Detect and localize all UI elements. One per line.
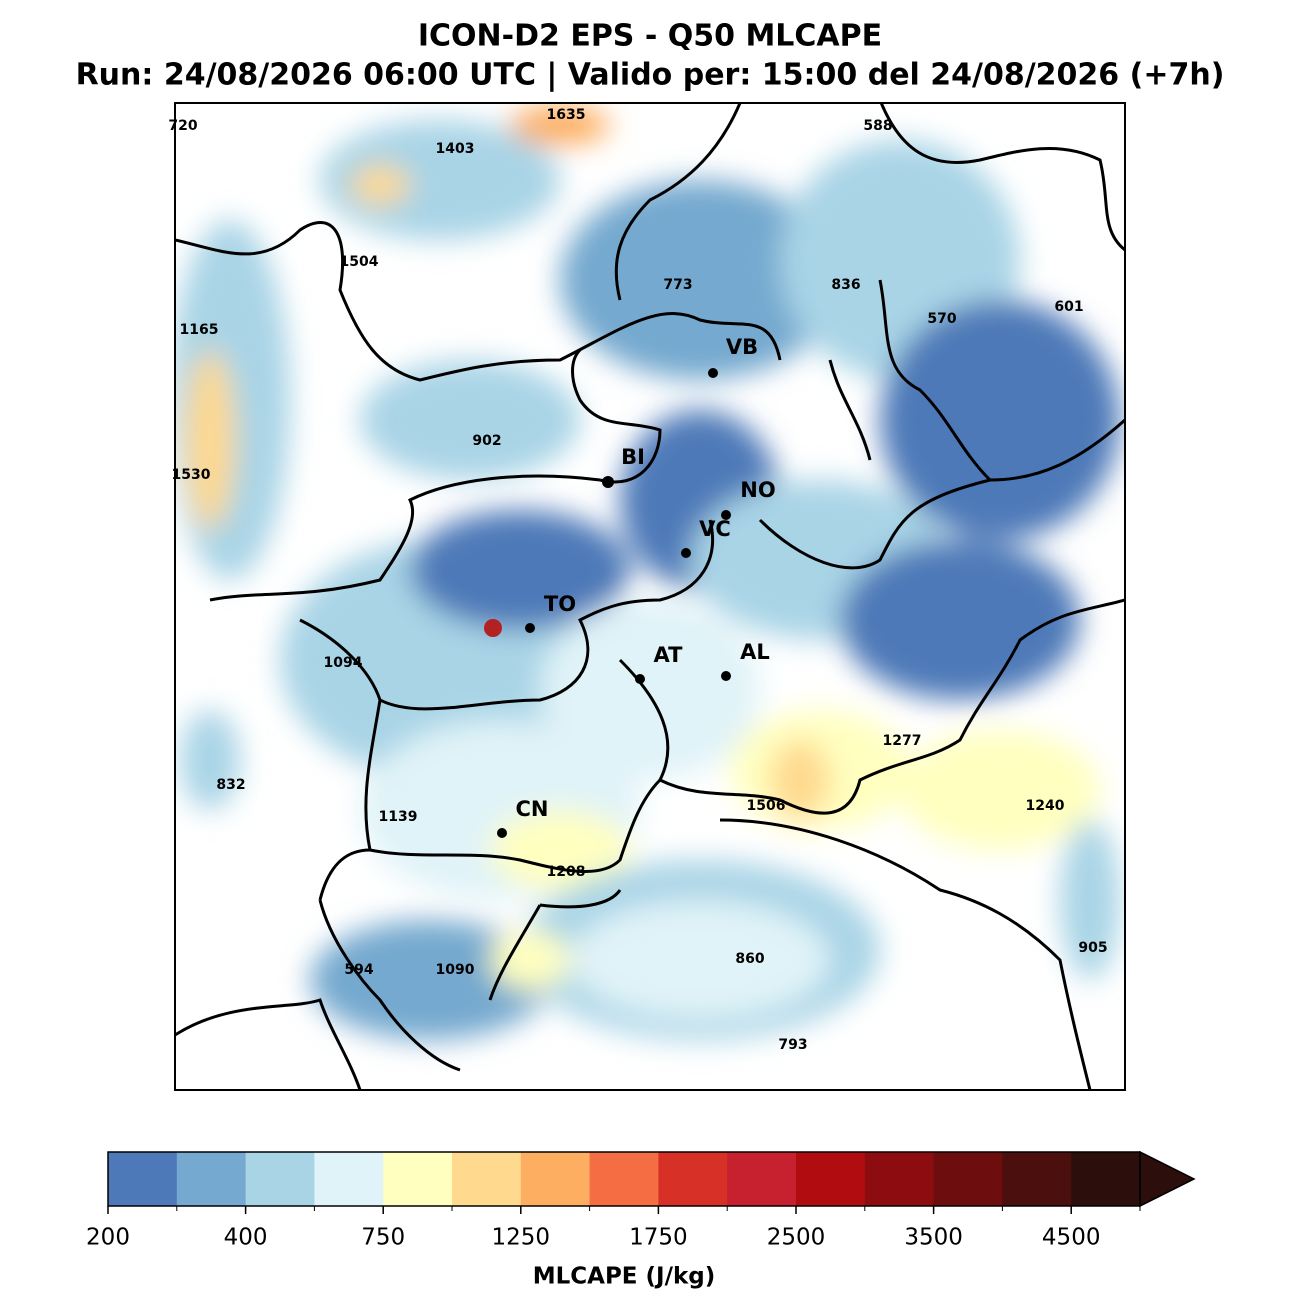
value-annotation: 720 xyxy=(168,118,197,134)
city-dot xyxy=(602,476,614,488)
colorbar-segment xyxy=(452,1152,522,1206)
colorbar-segment xyxy=(520,1152,591,1206)
value-annotation: 832 xyxy=(216,777,245,793)
value-annotation: 1139 xyxy=(379,809,418,825)
value-annotation: 793 xyxy=(778,1037,807,1053)
city-label: TO xyxy=(544,592,576,616)
map-frame xyxy=(174,102,1126,1091)
value-annotation: 1240 xyxy=(1026,798,1065,814)
value-annotation: 1504 xyxy=(340,254,379,270)
colorbar-tick-label: 3500 xyxy=(904,1225,963,1251)
subtitle: Run: 24/08/2026 06:00 UTC | Valido per: … xyxy=(76,58,1225,93)
value-annotation: 594 xyxy=(344,962,373,978)
city-label: NO xyxy=(740,478,775,502)
colorbar-segment xyxy=(314,1152,384,1206)
city-dot xyxy=(708,368,718,378)
city-label: BI xyxy=(621,445,645,469)
city-label: CN xyxy=(516,797,549,821)
value-annotation: 902 xyxy=(472,433,501,449)
value-annotation: 860 xyxy=(735,951,764,967)
value-annotation: 1090 xyxy=(436,962,475,978)
value-annotation: 570 xyxy=(927,311,956,327)
city-dot xyxy=(635,674,645,684)
value-annotation: 1094 xyxy=(324,655,363,671)
city-label: AL xyxy=(740,640,770,664)
colorbar-tick-label: 1250 xyxy=(492,1225,551,1251)
value-annotation: 905 xyxy=(1078,940,1107,956)
colorbar-segment xyxy=(864,1152,935,1206)
colorbar-segment xyxy=(245,1152,315,1206)
city-label: VB xyxy=(726,335,758,359)
colorbar-segment xyxy=(727,1152,797,1206)
value-annotation: 1506 xyxy=(747,798,786,814)
colorbar-label: MLCAPE (J/kg) xyxy=(533,1264,716,1290)
city-label: AT xyxy=(654,643,684,667)
value-annotation: 773 xyxy=(663,277,692,293)
colorbar-tick-label: 750 xyxy=(361,1225,405,1251)
colorbar-segment xyxy=(1002,1152,1072,1206)
value-annotation: 1530 xyxy=(172,467,211,483)
colorbar-segment xyxy=(933,1152,1003,1206)
colorbar-tick-label: 1750 xyxy=(629,1225,688,1251)
colorbar-tick-label: 2500 xyxy=(767,1225,826,1251)
value-annotation: 1277 xyxy=(883,733,922,749)
colorbar-segment xyxy=(383,1152,453,1206)
city-label: VC xyxy=(699,517,731,541)
value-annotation: 1635 xyxy=(547,107,586,123)
value-annotation: 836 xyxy=(831,277,860,293)
city-dot xyxy=(681,548,691,558)
colorbar-frame xyxy=(107,1151,1141,1207)
colorbar-tick-label: 4500 xyxy=(1042,1225,1101,1251)
colorbar-segment xyxy=(589,1152,659,1206)
colorbar-tick-label: 400 xyxy=(224,1225,268,1251)
colorbar-segment xyxy=(658,1152,728,1206)
city-dot xyxy=(497,828,507,838)
colorbar-segment xyxy=(796,1152,866,1206)
colorbar-extension xyxy=(1139,1150,1196,1208)
location-marker xyxy=(484,619,502,637)
city-dot xyxy=(525,623,535,633)
colorbar-segment xyxy=(176,1152,247,1206)
city-dot xyxy=(721,671,731,681)
value-annotation: 1208 xyxy=(547,864,586,880)
value-annotation: 601 xyxy=(1054,299,1083,315)
colorbar-segment xyxy=(108,1152,178,1206)
city-dot xyxy=(721,510,731,520)
value-annotation: 588 xyxy=(863,118,892,134)
title: ICON-D2 EPS - Q50 MLCAPE xyxy=(418,19,882,54)
colorbar-tick-label: 200 xyxy=(86,1225,130,1251)
value-annotation: 1165 xyxy=(180,322,219,338)
field xyxy=(175,103,1125,1090)
value-annotation: 1403 xyxy=(436,141,475,157)
colorbar-segment xyxy=(1071,1152,1141,1206)
